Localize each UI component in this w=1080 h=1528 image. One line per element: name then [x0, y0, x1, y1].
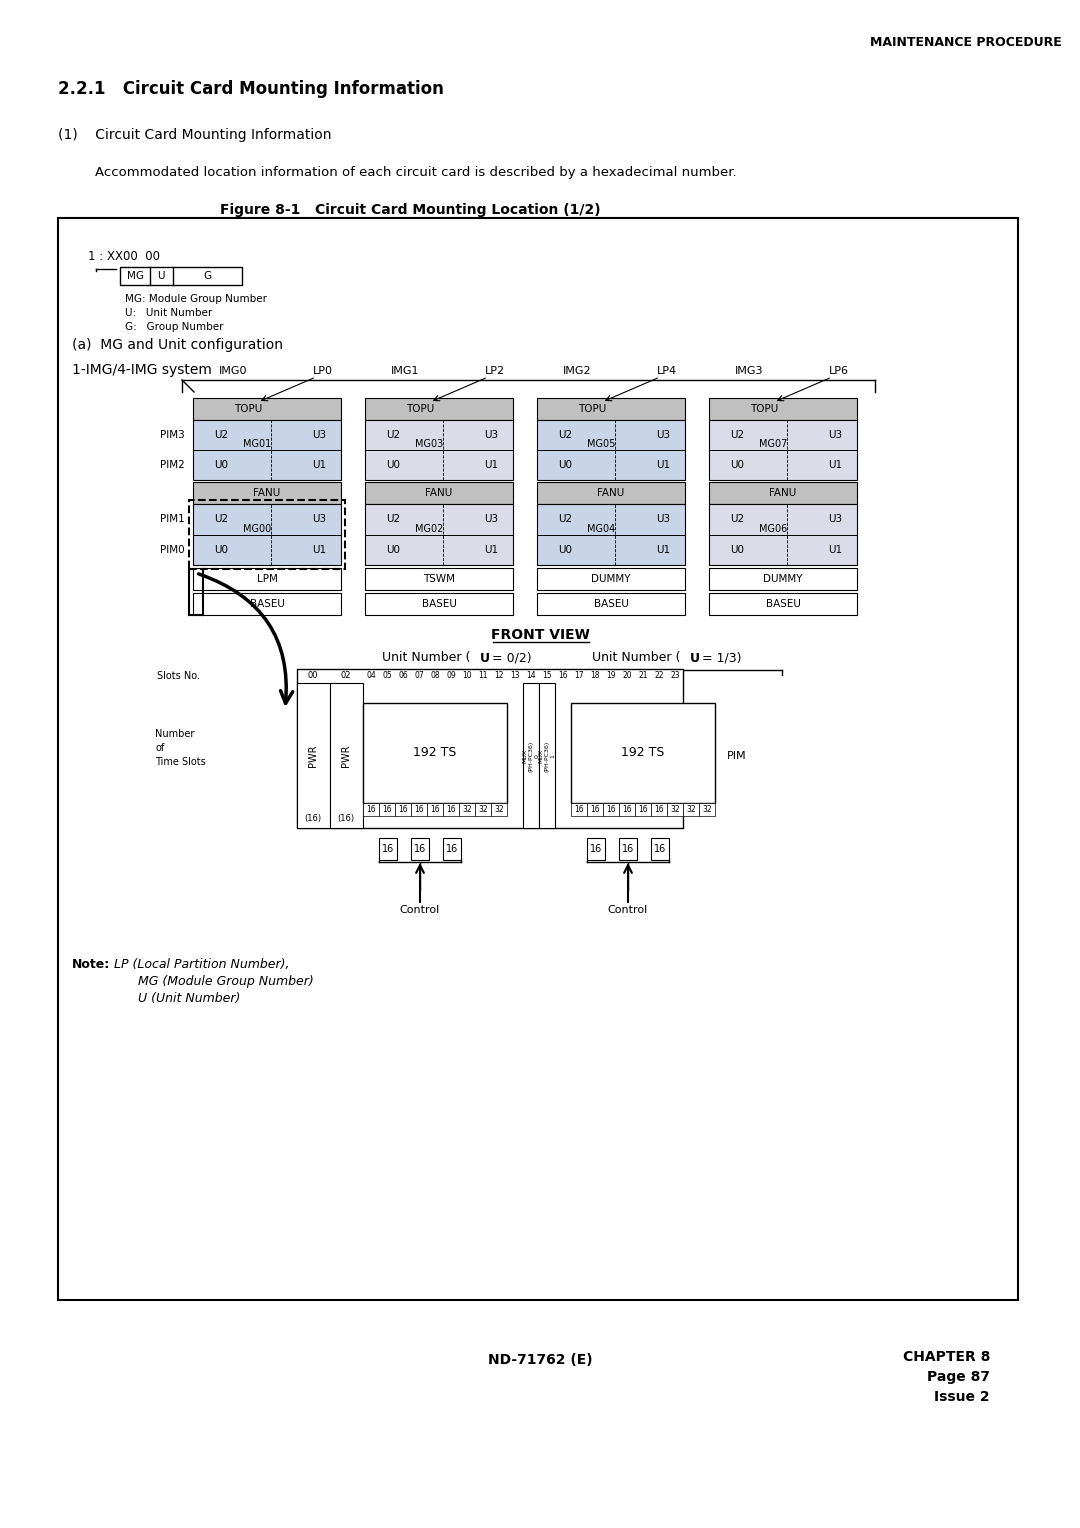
Text: LP (Local Partition Number),: LP (Local Partition Number), [110, 958, 289, 970]
Text: FANU: FANU [254, 487, 281, 498]
Text: (a)  MG and Unit configuration: (a) MG and Unit configuration [72, 338, 283, 351]
Bar [475, 804, 491, 816]
Text: 10: 10 [462, 671, 472, 680]
Bar [297, 683, 330, 828]
Text: PIM2: PIM2 [160, 460, 185, 471]
Text: U2: U2 [558, 429, 572, 440]
Text: U1: U1 [312, 460, 326, 471]
Text: U0: U0 [214, 545, 228, 555]
Text: 21: 21 [638, 671, 648, 680]
Text: Control: Control [608, 905, 648, 915]
Bar [411, 837, 429, 860]
Text: U0: U0 [730, 545, 744, 555]
Bar [667, 669, 683, 683]
Text: U3: U3 [312, 429, 326, 440]
Text: 1-IMG/4-IMG system: 1-IMG/4-IMG system [72, 364, 212, 377]
Text: 08: 08 [430, 671, 440, 680]
Bar [523, 669, 539, 683]
Text: U1: U1 [656, 460, 670, 471]
Text: TOPU: TOPU [750, 403, 778, 414]
Text: PIM: PIM [727, 750, 746, 761]
Text: U1: U1 [312, 545, 326, 555]
Bar [708, 420, 858, 480]
Text: 16: 16 [622, 843, 634, 854]
Bar [651, 669, 667, 683]
Text: 02: 02 [341, 671, 351, 680]
Bar [395, 804, 411, 816]
Text: U1: U1 [484, 460, 498, 471]
Bar [491, 669, 507, 683]
Text: U0: U0 [558, 460, 572, 471]
Text: PIM3: PIM3 [160, 429, 185, 440]
Text: U1: U1 [828, 545, 842, 555]
Text: MUX
(PH-PC36)
1: MUX (PH-PC36) 1 [539, 741, 555, 772]
Text: 16: 16 [654, 805, 664, 814]
Bar [459, 669, 475, 683]
Text: 16: 16 [575, 805, 584, 814]
Text: U1: U1 [828, 460, 842, 471]
Text: 16: 16 [590, 805, 599, 814]
Text: 13: 13 [510, 671, 519, 680]
Bar [475, 669, 491, 683]
Text: BASEU: BASEU [421, 599, 457, 610]
Bar [603, 669, 619, 683]
Text: 16: 16 [446, 843, 458, 854]
Bar [507, 669, 523, 683]
Text: 07: 07 [414, 671, 423, 680]
Bar [411, 669, 427, 683]
Bar [365, 568, 513, 590]
Bar [537, 504, 685, 565]
Text: BASEU: BASEU [766, 599, 800, 610]
Text: Time Slots: Time Slots [156, 758, 206, 767]
Bar [523, 683, 539, 828]
Bar [443, 804, 459, 816]
Text: U2: U2 [214, 429, 228, 440]
Bar [588, 804, 603, 816]
Text: Issue 2: Issue 2 [934, 1390, 990, 1404]
Text: 16: 16 [382, 843, 394, 854]
Text: MG07: MG07 [759, 439, 787, 449]
Text: (16): (16) [305, 813, 322, 822]
Text: 192 TS: 192 TS [621, 747, 664, 759]
Text: 32: 32 [495, 805, 503, 814]
Text: U1: U1 [656, 545, 670, 555]
Text: (1)    Circuit Card Mounting Information: (1) Circuit Card Mounting Information [58, 128, 332, 142]
Bar [635, 669, 651, 683]
Bar [708, 397, 858, 420]
Text: U1: U1 [484, 545, 498, 555]
Bar [330, 683, 363, 828]
Text: 2.2.1   Circuit Card Mounting Information: 2.2.1 Circuit Card Mounting Information [58, 79, 444, 98]
Text: Note:: Note: [72, 958, 110, 970]
Text: U3: U3 [484, 429, 498, 440]
Text: PWR: PWR [341, 744, 351, 767]
Text: TOPU: TOPU [406, 403, 434, 414]
Bar [708, 568, 858, 590]
Text: Control: Control [400, 905, 441, 915]
Text: Page 87: Page 87 [927, 1371, 990, 1384]
Bar [379, 669, 395, 683]
Text: MG01: MG01 [243, 439, 271, 449]
Bar [411, 804, 427, 816]
Text: BASEU: BASEU [249, 599, 284, 610]
Text: FANU: FANU [597, 487, 624, 498]
Text: 16: 16 [399, 805, 408, 814]
Bar [365, 593, 513, 614]
Bar [193, 504, 341, 565]
Text: 16: 16 [590, 843, 603, 854]
Text: BASEU: BASEU [594, 599, 629, 610]
Text: MG02: MG02 [415, 524, 443, 533]
Text: Figure 8-1   Circuit Card Mounting Location (1/2): Figure 8-1 Circuit Card Mounting Locatio… [219, 203, 600, 217]
Text: 32: 32 [702, 805, 712, 814]
Text: 16: 16 [653, 843, 666, 854]
Text: MG (Module Group Number): MG (Module Group Number) [110, 975, 314, 989]
Text: U2: U2 [730, 429, 744, 440]
Bar [297, 669, 683, 828]
Bar [365, 481, 513, 504]
Bar [539, 683, 555, 828]
Text: DUMMY: DUMMY [764, 575, 802, 584]
Text: MG06: MG06 [759, 524, 787, 533]
Bar [193, 593, 341, 614]
Text: CHAPTER 8: CHAPTER 8 [903, 1351, 990, 1365]
Bar [189, 500, 345, 568]
Text: 18: 18 [591, 671, 599, 680]
